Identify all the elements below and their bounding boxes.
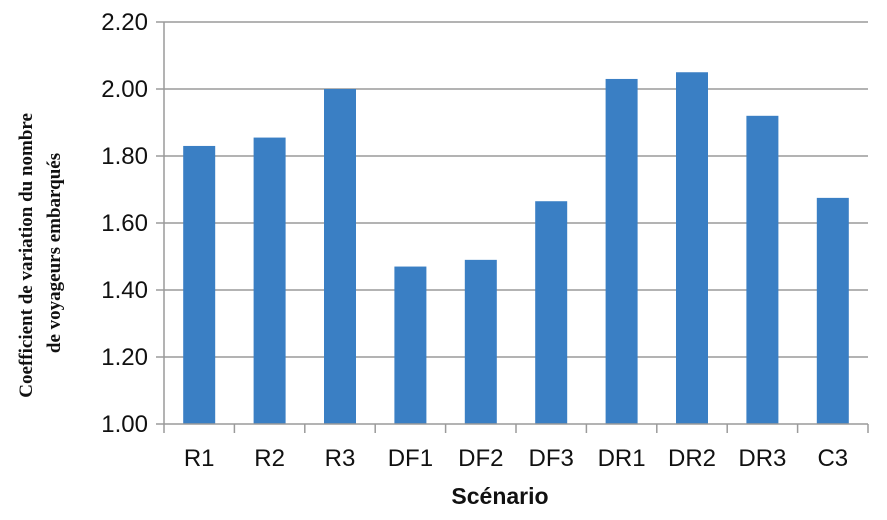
y-tick-label: 1.80 [101, 143, 148, 170]
bars [183, 72, 849, 425]
x-tick-label: R2 [254, 445, 285, 472]
bar-df1 [394, 266, 427, 424]
y-tick-label: 1.20 [101, 344, 148, 371]
y-tick-label: 2.00 [101, 76, 148, 103]
bar-df3 [535, 201, 568, 424]
bar-df2 [464, 259, 497, 424]
x-tick-label: DF3 [529, 445, 574, 472]
bar-r2 [253, 137, 286, 424]
x-axis-title: Scénario [451, 483, 548, 509]
bar-c3 [816, 197, 849, 424]
bar-dr3 [746, 115, 779, 425]
y-tick-label: 2.20 [101, 9, 148, 36]
bar-r1 [183, 145, 216, 424]
axes [156, 21, 869, 433]
x-tick-label: DR2 [668, 445, 716, 472]
y-tick-label: 1.60 [101, 210, 148, 237]
bar-r3 [324, 89, 356, 424]
x-tick-labels: R1 R2 R3 DF1 DF2 DF3 DR1 DR2 DR3 C3 [184, 445, 848, 472]
bar-dr2 [676, 72, 708, 424]
y-axis-title-line-1: Coefficient de variation du nombre [16, 113, 37, 398]
y-tick-labels: 1.00 1.20 1.40 1.60 1.80 2.00 2.20 [101, 9, 148, 438]
x-tick-label: C3 [817, 445, 848, 472]
x-tick-label: DF1 [388, 445, 433, 472]
y-axis-title: Coefficient de variation du nombre de vo… [16, 108, 65, 397]
x-tick-label: R1 [184, 445, 215, 472]
x-tick-label: DR1 [598, 445, 646, 472]
x-tick-label: DF2 [458, 445, 503, 472]
bar-dr1 [605, 78, 638, 424]
y-tick-label: 1.40 [101, 277, 148, 304]
y-axis-title-line-2: de voyageurs embarqués [44, 153, 65, 353]
y-tick-label: 1.00 [101, 411, 148, 438]
x-tick-label: R3 [325, 445, 356, 472]
x-tick-label: DR3 [738, 445, 786, 472]
